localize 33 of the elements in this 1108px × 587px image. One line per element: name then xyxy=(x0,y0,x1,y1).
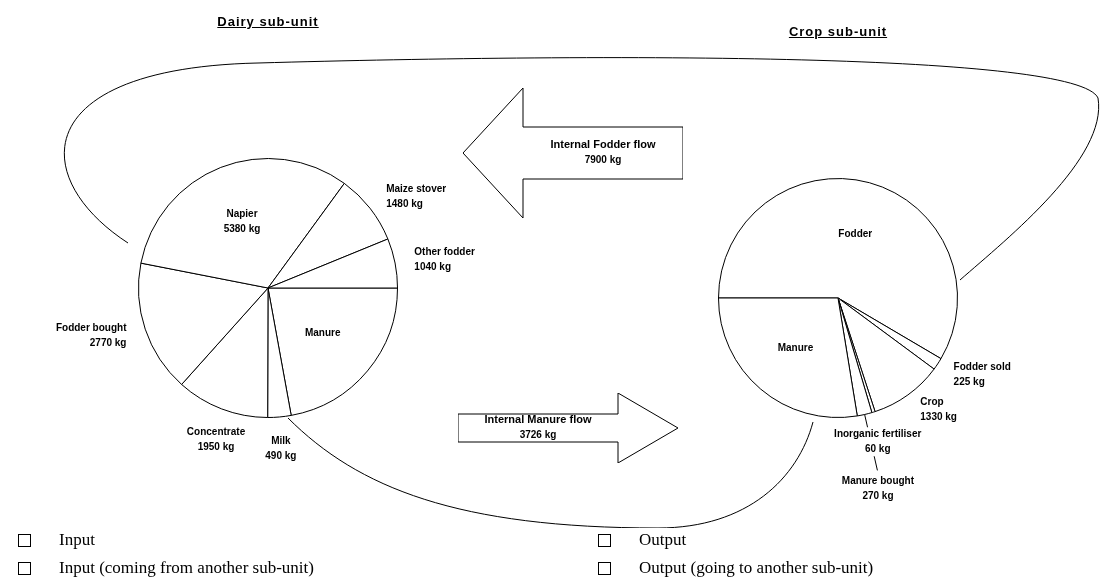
slice-label: Concentrate xyxy=(186,425,246,437)
data-label: 5380 kg xyxy=(223,223,261,235)
slice-label: Milk xyxy=(271,435,292,447)
data-label: 1330 kg xyxy=(920,411,957,423)
data-label: 2770 kg xyxy=(89,337,127,349)
slice-label: Manure bought xyxy=(841,474,915,486)
text: Input (coming from another sub-unit) xyxy=(59,558,314,578)
data-label: 60 kg xyxy=(864,442,891,454)
slice-label: Fodder xyxy=(838,228,873,240)
slice-label: Napier xyxy=(226,208,258,220)
data-label: 1480 kg xyxy=(386,197,423,209)
text: Internal Fodder flow xyxy=(549,137,657,152)
text: Output (going to another sub-unit) xyxy=(639,558,874,578)
data-label: 270 kg xyxy=(862,489,894,501)
data-label: 1950 kg xyxy=(197,440,235,452)
slice-label: Maize stover xyxy=(386,182,447,194)
slice-label: Inorganic fertiliser xyxy=(834,427,922,439)
chart-title: Dairy sub-unit xyxy=(216,14,320,29)
text: Input xyxy=(59,530,95,550)
slice-label: Crop xyxy=(920,396,944,408)
text: 3726 kg xyxy=(518,428,558,442)
chart-title: Crop sub-unit xyxy=(787,24,889,39)
data-label: 490 kg xyxy=(265,450,297,462)
slice-label: Manure xyxy=(304,327,341,339)
slice-label: Fodder sold xyxy=(953,360,1011,372)
slice-label: Manure xyxy=(777,341,814,353)
text: 7900 kg xyxy=(583,153,623,167)
data-label: 1040 kg xyxy=(414,261,452,273)
slice-label: Other fodder xyxy=(414,246,475,258)
slice-label: Fodder bought xyxy=(55,322,128,334)
text: Internal Manure flow xyxy=(483,412,593,427)
data-label: 225 kg xyxy=(953,375,985,387)
text: Output xyxy=(639,530,687,550)
